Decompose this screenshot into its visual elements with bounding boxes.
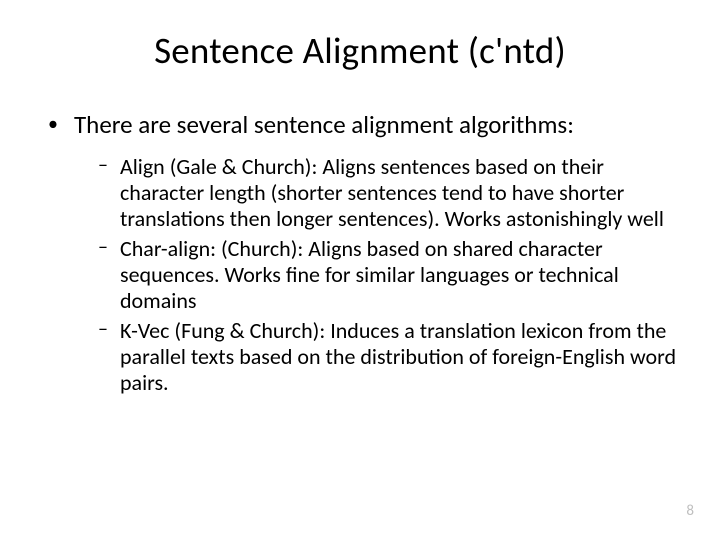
bullet-marker-l2: – — [98, 154, 120, 232]
bullet-marker-l2: – — [98, 236, 120, 314]
bullet-marker-l2: – — [98, 318, 120, 396]
bullet-text-l2: Char-align: (Church): Aligns based on sh… — [120, 236, 678, 314]
slide: Sentence Alignment (c'ntd) • There are s… — [0, 0, 720, 540]
list-item: • There are several sentence alignment a… — [42, 109, 678, 140]
bullet-marker-l1: • — [44, 109, 74, 140]
list-item: – Char-align: (Church): Aligns based on … — [42, 236, 678, 314]
bullet-text-l2: Align (Gale & Church): Aligns sentences … — [120, 154, 678, 232]
slide-title: Sentence Alignment (c'ntd) — [42, 28, 678, 73]
bullet-text-l2: K-Vec (Fung & Church): Induces a transla… — [120, 318, 678, 396]
bullet-text-l1: There are several sentence alignment alg… — [74, 109, 574, 140]
page-number: 8 — [686, 502, 694, 520]
list-item: – Align (Gale & Church): Aligns sentence… — [42, 154, 678, 232]
list-item: – K-Vec (Fung & Church): Induces a trans… — [42, 318, 678, 396]
